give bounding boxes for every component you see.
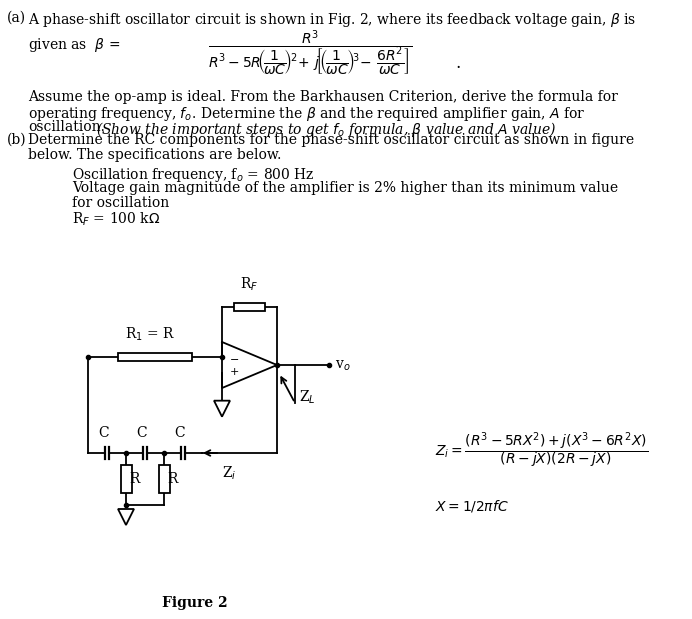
Text: $-$: $-$ [229,353,239,363]
Text: Z$_i$: Z$_i$ [222,465,237,482]
Bar [120,465,131,493]
Text: .: . [455,55,460,72]
Text: Oscillation frequency, f$_o$ = 800 Hz: Oscillation frequency, f$_o$ = 800 Hz [72,166,315,184]
Text: operating frequency, $f_o$. Determine the $\beta$ and the required amplifier gai: operating frequency, $f_o$. Determine th… [28,105,585,123]
Text: oscillation.: oscillation. [28,120,105,134]
Text: (Show the important steps to get $f_o$ formula, $\beta$ value and $A$ value): (Show the important steps to get $f_o$ f… [96,120,556,139]
Text: R$_F$ = 100 k$\Omega$: R$_F$ = 100 k$\Omega$ [72,211,161,228]
Text: Z$_L$: Z$_L$ [299,389,316,407]
Text: R: R [129,472,139,486]
Text: Voltage gain magnitude of the amplifier is 2% higher than its minimum value: Voltage gain magnitude of the amplifier … [72,181,618,195]
Text: v$_o$: v$_o$ [335,359,351,373]
Bar [118,353,192,361]
Text: R: R [167,472,177,486]
Polygon shape [118,509,134,525]
Text: Determine the RC components for the phase-shift oscillator circuit as shown in f: Determine the RC components for the phas… [28,133,634,147]
Text: for oscillation: for oscillation [72,196,170,210]
Text: given as  $\beta\, =$: given as $\beta\, =$ [28,36,121,54]
Text: C: C [174,426,185,440]
Text: A phase-shift oscillator circuit is shown in Fig. 2, where its feedback voltage : A phase-shift oscillator circuit is show… [28,11,636,29]
Text: (a): (a) [7,11,26,25]
Polygon shape [214,400,230,417]
Bar [235,303,264,311]
Text: Figure 2: Figure 2 [162,596,228,610]
Text: $+$: $+$ [229,366,239,377]
Text: $\dfrac{R^3}{R^3 - 5R\!\left(\!\dfrac{1}{\omega C}\!\right)^{\!2}\!+\,j\!\left[\: $\dfrac{R^3}{R^3 - 5R\!\left(\!\dfrac{1}… [208,28,412,78]
Text: below. The specifications are below.: below. The specifications are below. [28,148,282,162]
Text: $Z_i = \dfrac{\left(R^3 - 5RX^2\right) + j\left(X^3 - 6R^2X\right)}{\left(R - jX: $Z_i = \dfrac{\left(R^3 - 5RX^2\right) +… [435,430,648,470]
Text: (b): (b) [7,133,26,147]
Text: R$_1$ = R: R$_1$ = R [125,326,175,344]
Text: $X = 1/2\pi fC$: $X = 1/2\pi fC$ [435,498,509,514]
Bar [158,465,170,493]
Text: R$_F$: R$_F$ [240,275,259,293]
Text: C: C [137,426,147,440]
Text: Assume the op-amp is ideal. From the Barkhausen Criterion, derive the formula fo: Assume the op-amp is ideal. From the Bar… [28,90,618,104]
Text: C: C [99,426,109,440]
